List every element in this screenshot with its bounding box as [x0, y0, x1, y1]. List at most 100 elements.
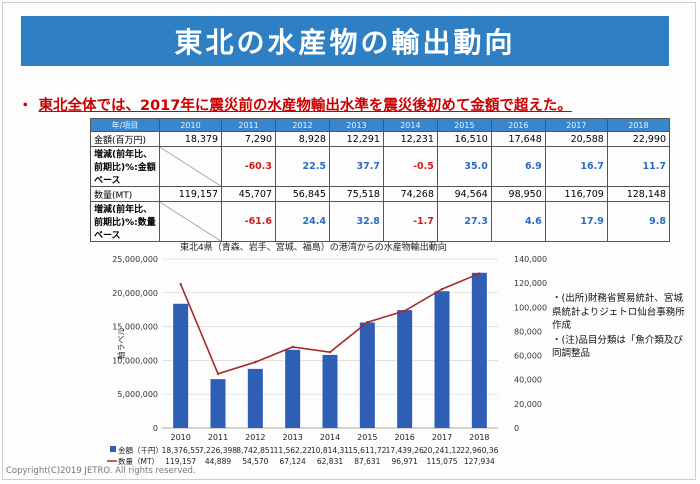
table-row-value-amount: 金額(百万円) 18,379 7,290 8,928 12,291 12,231… [90, 131, 671, 147]
y-tick-label: 5,000,000 [117, 390, 158, 399]
table-cell: -0.5 [382, 146, 438, 187]
bar [434, 291, 450, 428]
data-label-amount: 11,562,22 [274, 446, 312, 455]
table-cell: 6.9 [490, 146, 546, 187]
chart-title: 東北4県（青森、岩手、宮城、福島）の港湾からの水産物輸出動向 [180, 243, 447, 253]
x-tick-label: 2014 [320, 433, 340, 442]
bar [322, 354, 338, 428]
x-tick-label: 2016 [394, 433, 414, 442]
legend-label-line: 数量（MT） [118, 456, 159, 466]
year-header: 2015 [436, 118, 492, 132]
line-point [403, 309, 406, 313]
y-tick-label: 10,000,000 [112, 356, 158, 365]
y2-tick-label: 100,000 [514, 303, 547, 312]
table-header-row: 年/項目 2010 2011 2012 2013 2014 2015 2016 … [90, 118, 671, 132]
headline-bullet: ・ [18, 98, 33, 114]
note-source: ・(出所)財務省貿易統計、宮城県統計よりジェトロ仙台事務所作成 [552, 293, 685, 331]
table-row-amount-change: 増減(前年比、前期比)%:金額ベース -60.3 22.5 37.7 -0.5 … [90, 146, 671, 187]
data-label-quantity: 96,971 [392, 457, 418, 466]
bar [471, 272, 487, 428]
line-point [254, 360, 257, 364]
data-label-amount: 10,814,31 [311, 446, 349, 455]
data-label-amount: 7,226,398 [199, 446, 237, 455]
y-tick-label: 25,000,000 [112, 255, 158, 264]
table-cell: 11.7 [606, 146, 671, 187]
table-cell: 4.6 [490, 201, 546, 242]
data-label-quantity: 67,124 [280, 457, 306, 466]
table-cell: -1.7 [382, 201, 438, 242]
table-cell: 9.8 [606, 201, 671, 242]
bar [285, 349, 301, 428]
x-tick-label: 2013 [282, 433, 302, 442]
y2-tick-label: 60,000 [514, 352, 542, 361]
copyright: Copyright(C)2019 JETRO. All rights reser… [6, 466, 196, 476]
x-tick-label: 2015 [357, 433, 377, 442]
data-label-quantity: 115,075 [426, 457, 457, 466]
x-tick-label: 2018 [469, 433, 489, 442]
data-label-amount: 8,742,851 [236, 446, 274, 455]
headline: ・東北全体では、2017年に震災前の水産物輸出水準を震災後初めて金額で超えた。 [18, 94, 572, 115]
y-axis-label: 軸ラベル [116, 328, 126, 360]
line-point [179, 282, 182, 286]
data-label-quantity: 87,631 [354, 457, 380, 466]
data-label-amount: 22,960,36 [460, 446, 498, 455]
bar [173, 303, 189, 428]
line-point [440, 287, 444, 291]
table-cell-empty [158, 201, 223, 242]
line-point [478, 272, 481, 275]
data-label-amount: 20,241,12 [423, 446, 461, 455]
table-cell: 37.7 [328, 146, 384, 187]
year-header: 2012 [275, 118, 330, 132]
bar [210, 379, 226, 428]
x-tick-label: 2010 [170, 433, 190, 442]
x-tick-label: 2017 [432, 433, 452, 442]
y2-tick-label: 140,000 [514, 255, 547, 264]
table-cell: -60.3 [221, 146, 277, 187]
year-header: 2017 [544, 118, 608, 132]
data-label-amount: 17,439,26 [386, 446, 424, 455]
data-label-amount: 18,376,55 [162, 446, 200, 455]
bar [397, 310, 413, 428]
legend-swatch-bars [110, 446, 116, 452]
headline-text: 東北全体では、2017年に震災前の水産物輸出水準を震災後初めて金額で超えた。 [38, 98, 572, 114]
slide-frame [2, 2, 696, 480]
table-cell: 24.4 [275, 201, 330, 242]
data-label-quantity: 119,157 [165, 457, 196, 466]
table-cell: 17.9 [544, 201, 608, 242]
table-cell: 35.0 [436, 146, 492, 187]
y2-tick-label: 40,000 [514, 376, 542, 385]
data-label-quantity: 54,570 [242, 457, 268, 466]
data-label-quantity: 44,889 [205, 457, 231, 466]
source-notes: ・(出所)財務省貿易統計、宮城県統計よりジェトロ仙台事務所作成 ・(注)品目分類… [552, 292, 692, 362]
table-cell: 27.3 [436, 201, 492, 242]
year-header: 2016 [490, 118, 546, 132]
line-point [216, 372, 220, 376]
line-point [328, 350, 332, 354]
bar [359, 322, 375, 428]
data-label-quantity: 127,934 [464, 457, 495, 466]
year-header: 2018 [606, 118, 671, 132]
y2-tick-label: 20,000 [514, 400, 542, 409]
table-row-volume-change: 増減(前年比、前期比)%:数量ベース -61.6 24.4 32.8 -1.7 … [90, 201, 671, 242]
bar [247, 368, 263, 428]
line-point [366, 321, 369, 324]
y-tick-label: 15,000,000 [112, 323, 158, 332]
note-classification: ・(注)品目分類は「魚介類及び同調整品 [552, 334, 683, 360]
export-stats-table: 年/項目 2010 2011 2012 2013 2014 2015 2016 … [90, 118, 671, 242]
y2-tick-label: 80,000 [514, 327, 542, 336]
x-tick-label: 2011 [208, 433, 228, 442]
table-cell: 16.7 [544, 146, 608, 187]
y2-tick-label: 0 [514, 424, 519, 433]
slide-title: 東北の水産物の輸出動向 [21, 16, 669, 66]
x-tick-label: 2012 [245, 433, 265, 442]
data-label-amount: 15,611,72 [348, 446, 386, 455]
line-point [291, 345, 294, 349]
y-tick-label: 20,000,000 [112, 289, 158, 298]
data-label-quantity: 62,831 [317, 457, 343, 466]
legend-label-bars: 金額（千円） [118, 445, 163, 455]
table-cell: 32.8 [328, 201, 384, 242]
y2-tick-label: 120,000 [514, 279, 547, 288]
y-tick-label: 0 [153, 424, 158, 433]
year-header: 2013 [328, 118, 384, 132]
